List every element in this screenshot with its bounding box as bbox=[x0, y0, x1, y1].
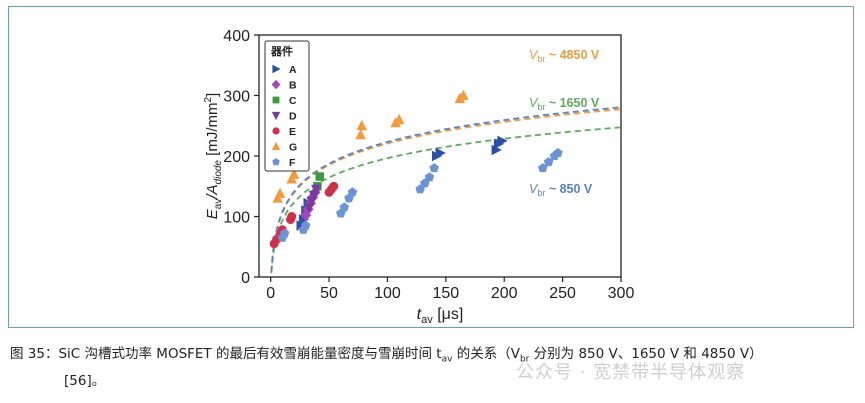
series-G bbox=[272, 89, 469, 203]
data-point-E bbox=[329, 181, 339, 191]
y-tick-label: 100 bbox=[223, 210, 250, 227]
x-tick-label: 200 bbox=[491, 285, 518, 302]
data-point-F bbox=[347, 187, 358, 197]
data-point-F bbox=[553, 148, 563, 157]
data-point-F bbox=[429, 163, 439, 173]
caption-reference: [56]。 bbox=[64, 372, 106, 389]
series-F bbox=[277, 148, 563, 242]
legend-marker bbox=[272, 158, 280, 166]
x-tick-label: 100 bbox=[374, 285, 401, 302]
fit-curve-label: Vbr ~ 4850 V bbox=[529, 48, 600, 64]
y-tick-label: 300 bbox=[223, 89, 250, 106]
legend-label: C bbox=[289, 95, 297, 107]
legend-marker bbox=[272, 96, 280, 104]
legend-label: G bbox=[289, 142, 297, 154]
caption-tail: 的关系（V bbox=[452, 346, 520, 362]
x-tick-label: 300 bbox=[608, 285, 635, 302]
legend-label: A bbox=[289, 64, 297, 76]
series-D bbox=[304, 184, 322, 214]
legend-label: B bbox=[289, 80, 297, 92]
x-tick-label: 50 bbox=[320, 285, 338, 302]
data-point-F bbox=[339, 202, 349, 212]
data-point-G bbox=[356, 120, 367, 131]
caption-end: 分别为 850 V、1650 V 和 4850 V） bbox=[529, 346, 763, 362]
figure-frame: 0 50 100 150 200 250 300 0 100 200 300 400 tav [μs] E… bbox=[8, 6, 854, 328]
caption-sub2: br bbox=[519, 354, 530, 365]
legend-marker bbox=[272, 64, 281, 74]
data-point-A bbox=[435, 147, 446, 159]
legend-marker bbox=[271, 141, 281, 151]
data-point-G bbox=[274, 187, 286, 198]
y-axis-label: Eav/Adiode [mJ/mm2] bbox=[203, 93, 224, 219]
data-point-F bbox=[538, 163, 548, 173]
fit-curve-label: Vbr ~ 1650 V bbox=[529, 96, 600, 112]
x-tick-label: 250 bbox=[549, 285, 576, 302]
series-A bbox=[296, 135, 508, 231]
caption-sub: av bbox=[441, 354, 453, 365]
figure-caption: 图 35：SiC 沟槽式功率 MOSFET 的最后有效雪崩能量密度与雪崩时间 t… bbox=[10, 344, 860, 392]
x-axis-label: tav [μs] bbox=[417, 306, 464, 326]
data-point-F bbox=[301, 220, 311, 230]
legend-marker bbox=[271, 111, 281, 121]
caption-text: 图 35：SiC 沟槽式功率 MOSFET 的最后有效雪崩能量密度与雪崩时间 t bbox=[10, 346, 442, 362]
legend-label: F bbox=[289, 157, 296, 169]
data-point-G bbox=[355, 129, 366, 140]
watermark: 公众号 · 宽禁带半导体观察 bbox=[516, 362, 746, 383]
data-point-C bbox=[315, 172, 324, 181]
fit-curve bbox=[270, 106, 620, 272]
legend-marker bbox=[271, 79, 281, 90]
y-tick-label: 0 bbox=[241, 270, 250, 287]
legend-label: D bbox=[289, 111, 297, 123]
fit-curve bbox=[270, 126, 620, 274]
x-tick-label: 0 bbox=[266, 285, 275, 302]
fit-curve bbox=[270, 108, 620, 272]
y-tick-label: 200 bbox=[223, 149, 250, 166]
x-tick-label: 150 bbox=[432, 285, 459, 302]
data-point-A bbox=[497, 135, 508, 147]
y-tick-label: 400 bbox=[223, 28, 250, 45]
data-point-F bbox=[543, 157, 554, 167]
data-point-F bbox=[279, 228, 290, 238]
data-point-F bbox=[424, 172, 435, 182]
legend-title: 器件 bbox=[270, 44, 293, 58]
data-point-E bbox=[287, 212, 297, 221]
avalanche-energy-chart: 0 50 100 150 200 250 300 0 100 200 300 400 tav [μs] E… bbox=[203, 28, 635, 326]
data-point-G bbox=[458, 89, 469, 100]
legend-marker bbox=[272, 127, 280, 135]
data-point-G bbox=[288, 168, 300, 179]
data-point-G bbox=[393, 113, 405, 125]
data-point-D bbox=[311, 184, 322, 195]
legend-label: E bbox=[289, 126, 296, 138]
legend-box bbox=[264, 40, 310, 172]
data-point-A bbox=[298, 214, 310, 225]
fit-curve-label: Vbr ~ 850 V bbox=[529, 182, 593, 198]
